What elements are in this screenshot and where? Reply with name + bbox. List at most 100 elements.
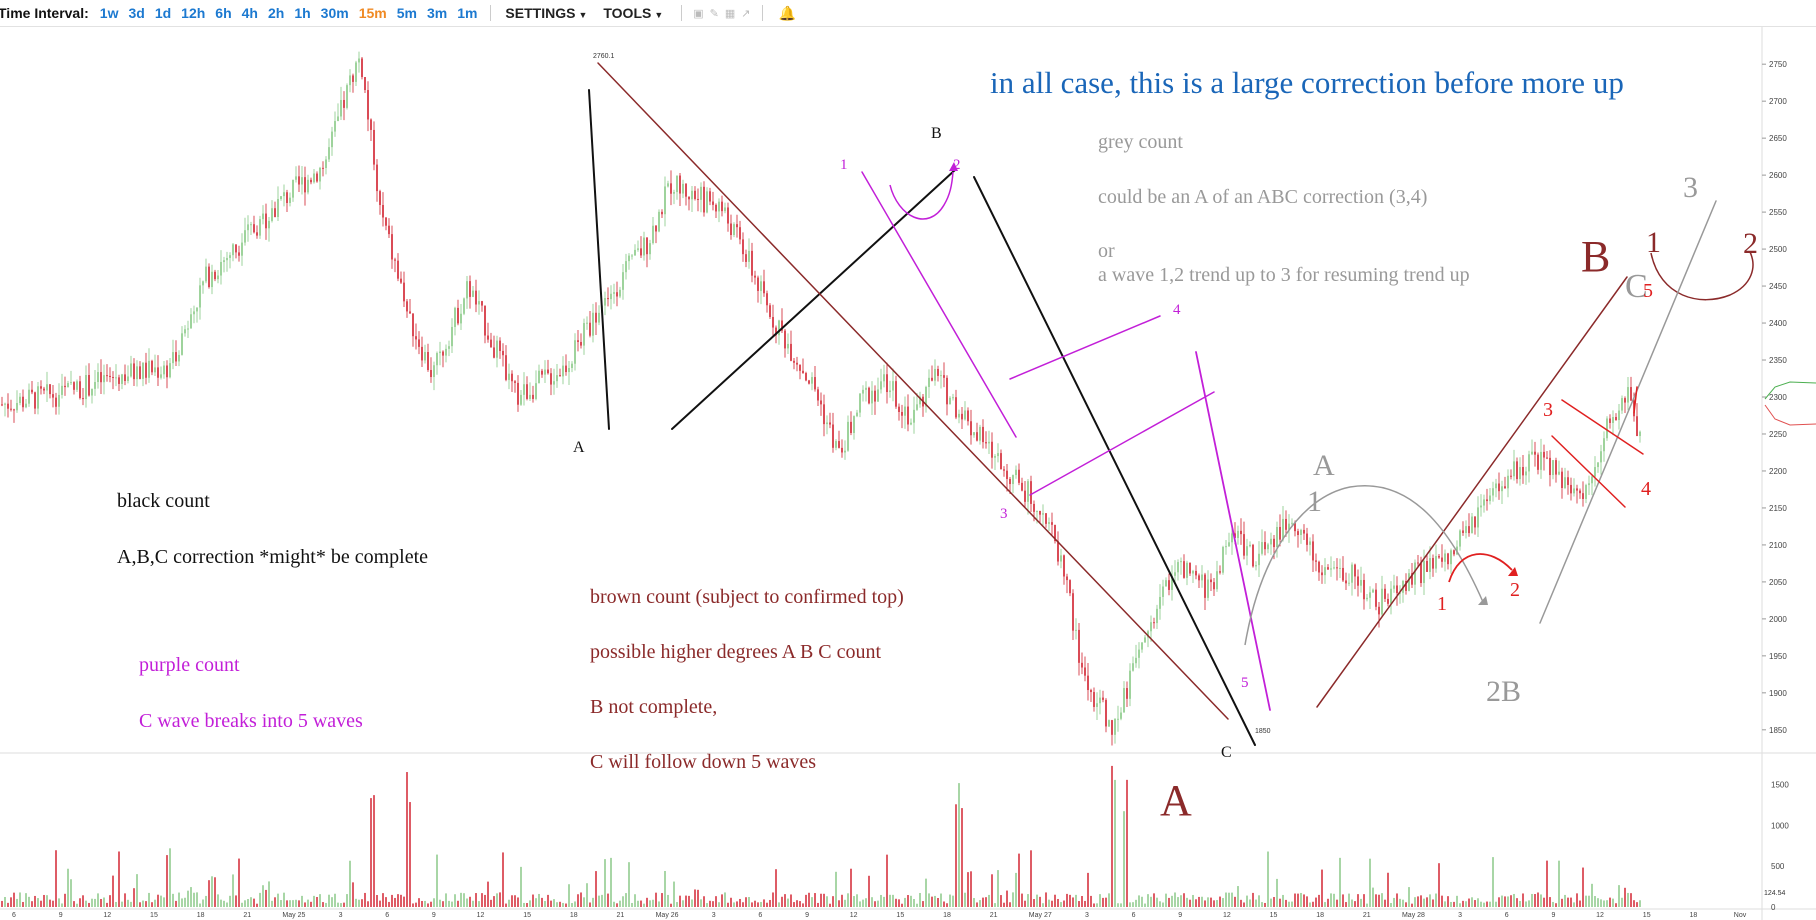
candle-body (1621, 398, 1623, 411)
candle-body (154, 367, 156, 373)
candle-body (157, 367, 159, 378)
draw-line-icon[interactable]: ↗ (741, 7, 751, 20)
candle-body (1510, 475, 1512, 477)
candle-body (1438, 556, 1440, 558)
volume-bar (406, 772, 408, 907)
time-tick-label: 21 (990, 912, 998, 919)
candle-body (598, 312, 600, 323)
volume-bar (274, 897, 276, 907)
price-tick-label: 2050 (1769, 578, 1787, 587)
volume-bar (109, 895, 111, 907)
volume-bar (1225, 892, 1227, 907)
volume-bar (562, 902, 564, 907)
interval-1m[interactable]: 1m (457, 5, 478, 21)
volume-bar (841, 894, 843, 907)
volume-bar (895, 898, 897, 907)
volume-bar (877, 900, 879, 907)
interval-4h[interactable]: 4h (241, 5, 258, 21)
candle-body (1366, 597, 1368, 600)
candle-body (421, 346, 423, 361)
volume-bar (1603, 900, 1605, 907)
grey-wave-c-label: C (1625, 268, 1648, 305)
grid-icon[interactable]: ▦ (724, 7, 736, 20)
candle-body (757, 277, 759, 291)
candle-body (1354, 564, 1356, 577)
volume-bar (304, 902, 306, 907)
grey-count-line1: could be an A of an ABC correction (3,4) (1098, 186, 1427, 208)
volume-bar (1312, 901, 1314, 907)
volume-bar (637, 900, 639, 907)
volume-bar (1087, 872, 1089, 907)
candle-body (502, 350, 504, 356)
interval-1d[interactable]: 1d (154, 5, 172, 21)
candle-body (346, 85, 348, 108)
candle-body (631, 255, 633, 257)
candle-body (1177, 562, 1179, 573)
price-tick-label: 2200 (1769, 467, 1787, 476)
volume-bar (787, 898, 789, 907)
volume-bar (277, 893, 279, 907)
candle-body (982, 426, 984, 443)
interval-3d[interactable]: 3d (128, 5, 145, 21)
volume-bar (1534, 894, 1536, 907)
black-trendline (973, 176, 1256, 746)
high-price-label: 2760.1 (593, 53, 615, 60)
candle-body (1252, 544, 1254, 567)
candle-body (586, 322, 588, 324)
tools-menu-button[interactable]: TOOLS ▼ (603, 5, 663, 21)
volume-bar (289, 900, 291, 907)
interval-12h[interactable]: 12h (181, 5, 206, 21)
time-tick-label: 12 (1596, 912, 1604, 919)
candle-body (1414, 562, 1416, 585)
pencil-icon[interactable]: ✎ (709, 7, 719, 20)
candle-body (931, 377, 933, 381)
candle-body (604, 298, 606, 306)
time-tick-label: 15 (1643, 912, 1651, 919)
candle-body (505, 355, 507, 380)
volume-bar (610, 857, 612, 907)
interval-30m[interactable]: 30m (320, 5, 349, 21)
volume-bar (46, 895, 48, 907)
volume-bar (334, 893, 336, 907)
volume-bar (232, 874, 234, 907)
candle-body (313, 173, 315, 183)
candle-body (1135, 657, 1137, 664)
candle-body (1003, 469, 1005, 471)
fullscreen-icon[interactable]: ▣ (693, 7, 704, 20)
volume-bar (379, 900, 381, 907)
interval-2h[interactable]: 2h (267, 5, 285, 21)
candle-body (676, 175, 678, 193)
candle-body (1, 404, 3, 406)
volume-bar (529, 900, 531, 907)
candle-body (1303, 529, 1305, 534)
interval-6h[interactable]: 6h (215, 5, 232, 21)
settings-menu-button[interactable]: SETTINGS ▼ (505, 5, 587, 21)
price-chart[interactable]: 1850190019502000205021002150220022502300… (0, 27, 1816, 920)
candle-body (559, 375, 561, 377)
candle-body (1081, 662, 1083, 668)
volume-bar (937, 897, 939, 907)
volume-bar (1333, 893, 1335, 907)
price-axis[interactable]: 1850 1900 1950 2000 2050 2100 2150 2200 2250 2300… (1762, 60, 1787, 735)
interval-15m[interactable]: 15m (358, 5, 387, 21)
candle-body (1213, 582, 1215, 590)
volume-bar (433, 898, 435, 907)
interval-5m[interactable]: 5m (396, 5, 417, 21)
interval-1w[interactable]: 1w (99, 5, 119, 21)
interval-1h[interactable]: 1h (294, 5, 311, 21)
brown-trendline (597, 62, 1229, 720)
candle-body (1480, 505, 1482, 508)
time-axis[interactable]: 6 9 12 15 18 21 May 25 3 6 9 12 15 18 21 May 26 3 6 9 12 15… (12, 912, 1747, 919)
volume-bar (643, 903, 645, 907)
volume-bar (1075, 894, 1077, 907)
candle-body (19, 396, 21, 404)
candle-body (1276, 526, 1278, 548)
candle-body (1342, 567, 1344, 581)
volume-bar (607, 893, 609, 907)
volume-bar (769, 899, 771, 907)
interval-3m[interactable]: 3m (426, 5, 448, 21)
volume-bar (133, 888, 135, 907)
bell-icon[interactable]: 🔔 (778, 4, 796, 21)
chevron-down-icon: ▼ (654, 10, 664, 20)
candle-body (88, 374, 90, 396)
